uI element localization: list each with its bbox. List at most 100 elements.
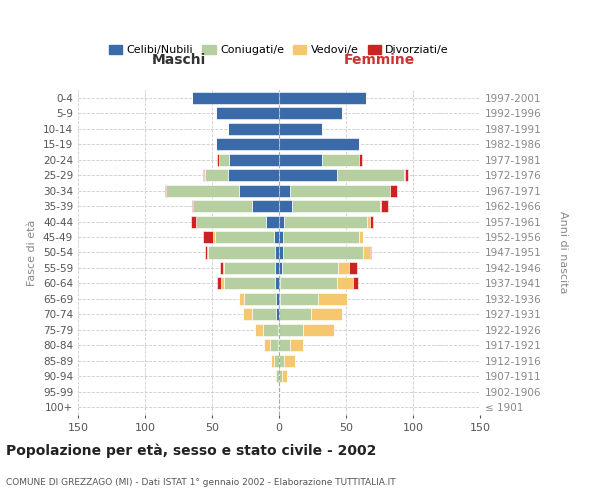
Bar [216,107,279,119]
Bar [279,370,281,382]
Bar [279,231,283,243]
Bar [390,184,397,196]
Bar [280,278,337,289]
Bar [359,231,364,243]
Bar [281,370,287,382]
Bar [367,216,370,228]
Bar [165,184,166,196]
Bar [277,293,279,305]
Bar [243,308,252,320]
Bar [279,92,366,104]
Bar [278,324,279,336]
Bar [380,200,381,212]
Bar [224,278,275,289]
Bar [229,154,279,166]
Bar [364,246,370,258]
Bar [228,122,279,134]
Bar [283,231,359,243]
Bar [274,231,279,243]
Bar [279,154,322,166]
Bar [271,355,274,367]
Bar [290,184,390,196]
Bar [215,231,274,243]
Bar [217,154,218,166]
Bar [303,324,334,336]
Bar [290,340,303,351]
Bar [277,308,279,320]
Bar [224,262,275,274]
Bar [279,138,359,150]
Text: Femmine: Femmine [344,54,415,68]
Bar [278,340,279,351]
Bar [279,262,281,274]
Bar [279,246,283,258]
Y-axis label: Fasce di età: Fasce di età [28,220,37,286]
Bar [274,355,279,367]
Bar [275,262,279,274]
Bar [349,262,357,274]
Bar [279,184,290,196]
Bar [166,184,239,196]
Bar [228,169,279,181]
Bar [203,169,204,181]
Bar [279,216,284,228]
Bar [278,386,279,398]
Bar [279,386,280,398]
Bar [191,216,196,228]
Bar [275,370,277,382]
Bar [275,278,279,289]
Legend: Celibi/Nubili, Coniugati/e, Vedovi/e, Divorziati/e: Celibi/Nubili, Coniugati/e, Vedovi/e, Di… [104,40,454,60]
Bar [370,246,371,258]
Bar [275,246,279,258]
Bar [205,169,228,181]
Bar [279,355,284,367]
Text: COMUNE DI GREZZAGO (MI) - Dati ISTAT 1° gennaio 2002 - Elaborazione TUTTITALIA.I: COMUNE DI GREZZAGO (MI) - Dati ISTAT 1° … [6,478,395,487]
Y-axis label: Anni di nascita: Anni di nascita [558,211,568,294]
Bar [338,262,349,274]
Bar [370,216,373,228]
Bar [311,308,342,320]
Bar [217,278,221,289]
Bar [279,278,280,289]
Bar [359,154,362,166]
Bar [193,200,252,212]
Bar [337,278,353,289]
Bar [405,169,407,181]
Bar [277,370,279,382]
Bar [218,154,229,166]
Bar [353,278,358,289]
Bar [205,246,206,258]
Bar [279,200,292,212]
Bar [255,324,263,336]
Bar [284,355,295,367]
Text: Popolazione per età, sesso e stato civile - 2002: Popolazione per età, sesso e stato civil… [6,444,376,458]
Bar [252,308,277,320]
Bar [203,231,214,243]
Bar [204,169,205,181]
Bar [279,324,303,336]
Bar [284,216,367,228]
Bar [208,246,275,258]
Bar [239,293,244,305]
Bar [337,169,404,181]
Bar [281,262,338,274]
Bar [266,216,279,228]
Bar [279,308,311,320]
Bar [280,293,318,305]
Bar [279,107,342,119]
Bar [244,293,277,305]
Bar [216,138,279,150]
Bar [264,340,269,351]
Bar [239,184,279,196]
Bar [279,169,337,181]
Bar [263,324,278,336]
Bar [196,216,266,228]
Bar [283,246,364,258]
Bar [404,169,405,181]
Bar [252,200,279,212]
Bar [279,122,322,134]
Bar [214,231,215,243]
Bar [318,293,347,305]
Text: Maschi: Maschi [151,54,206,68]
Bar [292,200,380,212]
